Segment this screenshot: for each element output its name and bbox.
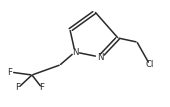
Text: N: N bbox=[97, 53, 103, 62]
Text: F: F bbox=[7, 68, 13, 77]
Text: F: F bbox=[39, 83, 45, 92]
Text: Cl: Cl bbox=[146, 60, 154, 69]
Text: F: F bbox=[15, 83, 21, 92]
Text: N: N bbox=[72, 48, 78, 56]
